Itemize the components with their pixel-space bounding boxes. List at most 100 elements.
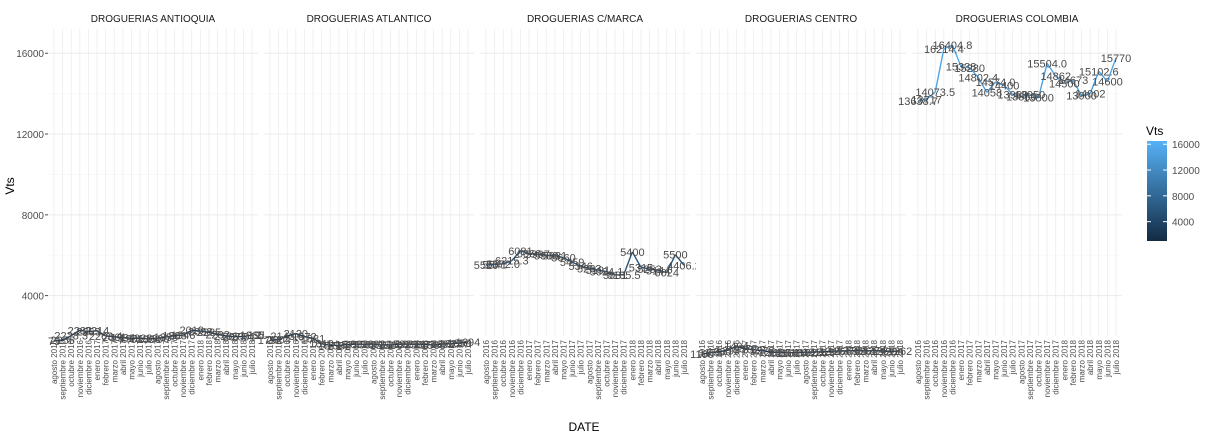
series-line-segment xyxy=(79,329,89,333)
legend-tick-label: 8000 xyxy=(1172,192,1195,203)
x-tick-label: abril 2017 xyxy=(983,339,992,375)
series-line-segment xyxy=(53,339,63,342)
x-tick-label: marzo 2018 xyxy=(214,339,223,382)
series-line-segment xyxy=(1055,75,1065,85)
data-label: 1256 xyxy=(827,346,851,358)
x-tick-label: junio 2017 xyxy=(1000,339,1009,377)
panel-background xyxy=(480,29,690,336)
x-tick-label: octubre 2017 xyxy=(387,339,396,386)
x-tick-label: junio 2018 xyxy=(671,339,680,377)
data-label: 1494 xyxy=(724,341,748,353)
x-tick-label: julio 2018 xyxy=(1112,339,1121,375)
x-tick-label: enero 2017 xyxy=(741,339,750,380)
legend-tick-label: 12000 xyxy=(1172,166,1200,177)
x-tick-label: abril 2018 xyxy=(1086,339,1095,375)
x-tick-label: mayo 2018 xyxy=(663,339,672,379)
x-tick-label: abril 2017 xyxy=(119,339,128,375)
series-line-segment xyxy=(926,91,936,100)
data-label: 1886 xyxy=(162,331,186,343)
x-tick-label: julio 2017 xyxy=(793,339,802,375)
x-tick-label: enero 2017 xyxy=(525,339,534,380)
data-label: 5031 xyxy=(603,270,627,282)
data-label: 1619 xyxy=(309,339,333,351)
facet-strip-label: DROGUERIAS ANTIOQUIA xyxy=(91,14,216,25)
series-line-segment xyxy=(1106,57,1117,82)
data-label: 1213 xyxy=(810,347,834,359)
x-tick-label: mayo 2017 xyxy=(991,339,1000,379)
data-label: 1560 xyxy=(421,340,445,352)
x-tick-label: septiembre 2016 xyxy=(923,339,932,399)
x-tick-label: enero 2018 xyxy=(196,339,205,380)
x-tick-label: diciembre 2017 xyxy=(1052,339,1061,394)
x-tick-label: septiembre 2016 xyxy=(491,339,500,399)
x-tick-label: junio 2018 xyxy=(455,339,464,377)
x-tick-label: octubre 2016 xyxy=(931,339,940,386)
series-line-segment xyxy=(114,336,123,339)
x-tick-label: octubre 2017 xyxy=(603,339,612,386)
data-label: 2228.3 xyxy=(54,331,88,343)
data-label: 1881 xyxy=(301,333,325,345)
x-tick-label: agosto 2017 xyxy=(1017,339,1026,384)
panel-background xyxy=(264,29,474,336)
x-tick-label: noviembre 2016 xyxy=(508,339,517,397)
data-label: 13800 xyxy=(1023,93,1054,105)
data-label: 1236 xyxy=(879,346,903,358)
x-tick-label: febrero 2018 xyxy=(205,339,214,385)
series-line-segment xyxy=(390,343,400,346)
x-tick-label: enero 2017 xyxy=(309,339,318,380)
data-label: 6060 xyxy=(517,249,541,261)
data-label: 2263 xyxy=(76,327,100,339)
x-tick-label: mayo 2018 xyxy=(231,339,240,379)
series-line-segment xyxy=(1064,79,1074,85)
data-label: 1192 xyxy=(793,347,817,359)
data-label: 1580 xyxy=(404,339,428,351)
series-line-segment xyxy=(148,337,158,340)
data-label: 2004 xyxy=(266,335,290,347)
x-tick-label: enero 2018 xyxy=(1060,339,1069,380)
series-line-segment xyxy=(995,81,1005,87)
x-tick-label: octubre 2017 xyxy=(819,339,828,386)
data-label: 2061 xyxy=(102,332,126,344)
series-line-segment xyxy=(623,251,634,276)
series-line-segment xyxy=(494,263,504,266)
x-tick-label: abril 2017 xyxy=(335,339,344,375)
data-label: 5881 xyxy=(543,251,567,263)
data-label: 1281 xyxy=(845,346,869,358)
facet-strip-label: DROGUERIAS ATLANTICO xyxy=(307,14,432,25)
x-tick-label: junio 2017 xyxy=(352,339,361,377)
data-label: 1257 xyxy=(871,346,895,358)
data-label: 2232 xyxy=(205,329,229,341)
series-line-segment xyxy=(960,65,970,69)
panel-background xyxy=(912,29,1122,336)
data-label: 1972 xyxy=(292,332,316,344)
series-line-segment xyxy=(563,256,573,263)
x-tick-label: abril 2018 xyxy=(870,339,879,375)
data-label: 2120 xyxy=(284,329,308,341)
series-line-segment xyxy=(891,350,901,353)
data-label: 1592 xyxy=(387,339,411,351)
x-tick-label: abril 2017 xyxy=(551,339,560,375)
x-tick-label: junio 2017 xyxy=(784,339,793,377)
data-label: 13960 xyxy=(997,89,1028,101)
data-label: 1571 xyxy=(318,340,342,352)
x-tick-label: julio 2018 xyxy=(680,339,689,375)
data-label: 6081 xyxy=(508,246,532,258)
x-tick-label: diciembre 2016 xyxy=(84,339,93,394)
x-tick-label: agosto 2016 xyxy=(914,339,923,384)
series-line-segment xyxy=(969,67,979,78)
x-tick-label: marzo 2018 xyxy=(430,339,439,382)
series-line-segment xyxy=(580,265,590,270)
series-line-segment xyxy=(321,343,331,346)
x-tick-label: diciembre 2017 xyxy=(404,339,413,394)
data-label: 1589 xyxy=(352,339,376,351)
data-label: 1247 xyxy=(819,346,843,358)
series-line-segment xyxy=(433,343,443,346)
data-label: 14862 xyxy=(1040,71,1071,83)
x-tick-label: agosto 2017 xyxy=(369,339,378,384)
data-label: 1184 xyxy=(785,347,809,359)
x-tick-label: junio 2017 xyxy=(136,339,145,377)
series-line-segment xyxy=(744,347,754,351)
x-tick-label: enero 2017 xyxy=(93,339,102,380)
data-label: 14600 xyxy=(1092,77,1123,89)
data-label: 2263.4 xyxy=(89,331,123,343)
